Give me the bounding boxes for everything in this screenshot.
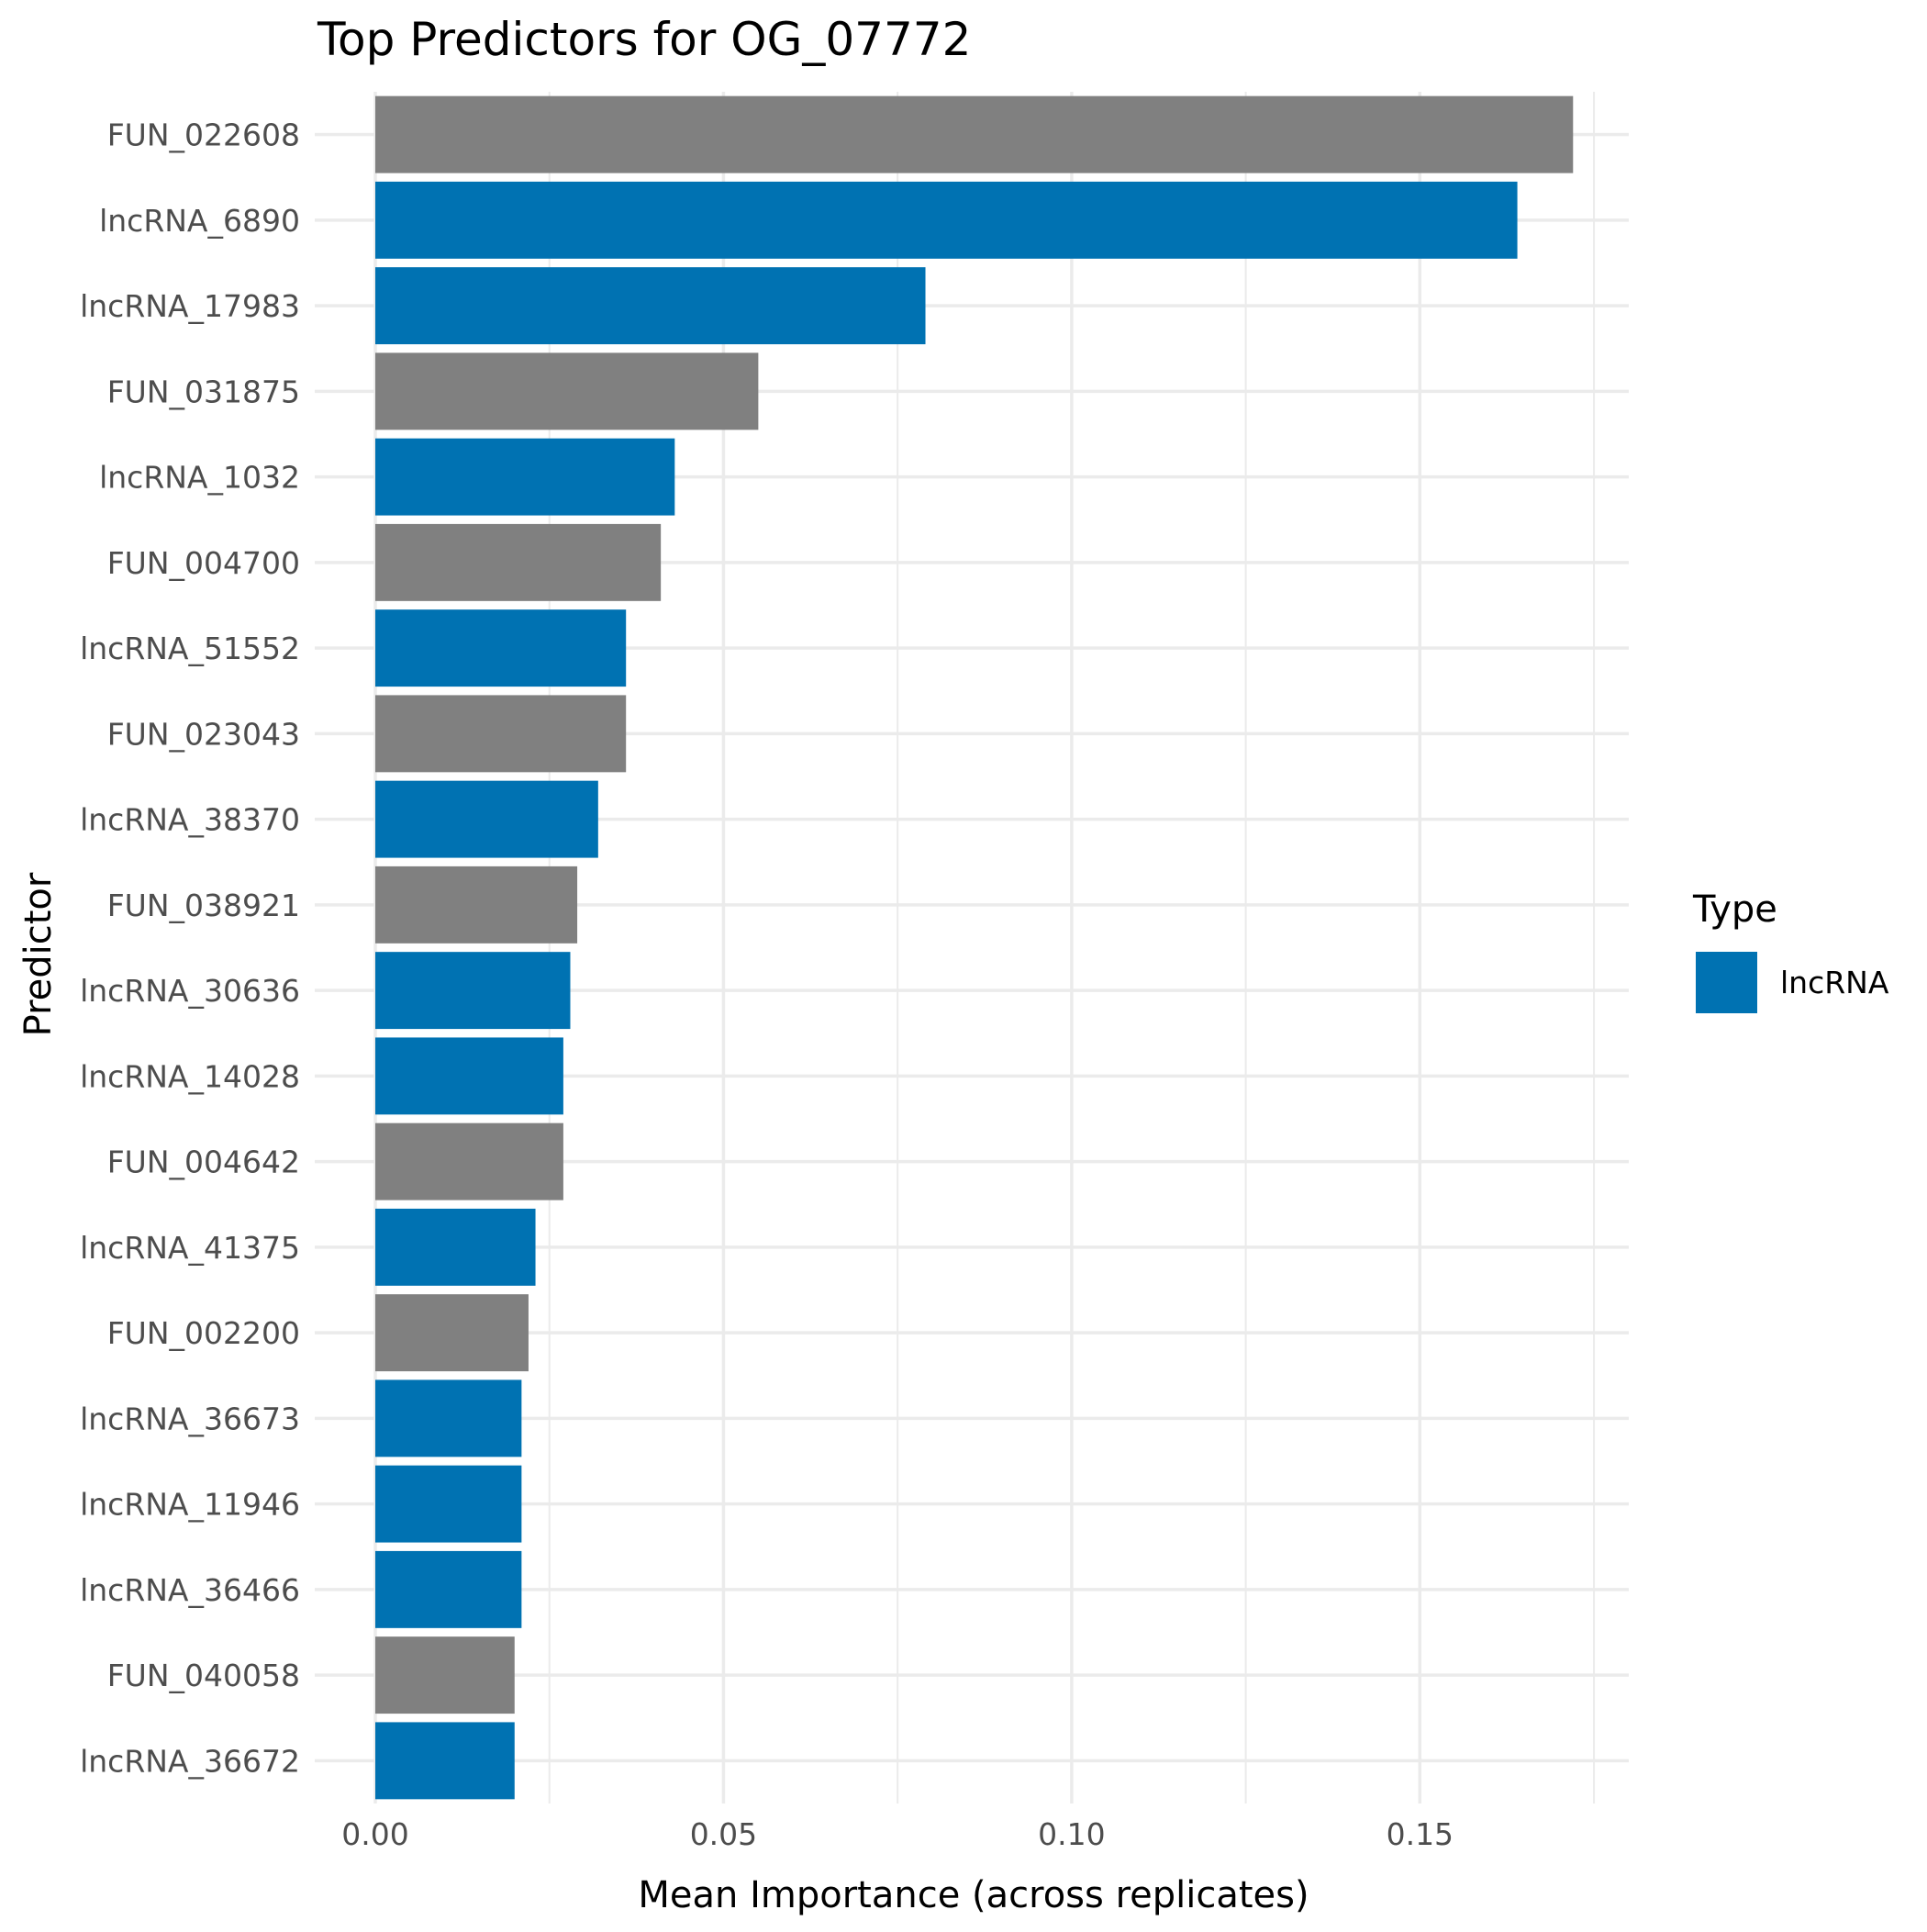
x-tick-label: 0.00 [341, 1816, 408, 1852]
x-tick-label: 0.15 [1387, 1816, 1454, 1852]
x-axis-title: Mean Importance (across replicates) [638, 1874, 1309, 1916]
bar-lncrna-17983 [375, 267, 926, 345]
grid-layer [315, 92, 1629, 1804]
legend: Type lncRNA [1692, 888, 1889, 1013]
y-tick-label: lncRNA_30636 [80, 973, 300, 1009]
y-tick-label: FUN_004642 [107, 1145, 300, 1180]
legend-label-lncrna: lncRNA [1780, 965, 1889, 1000]
bar-fun-022608 [375, 95, 1574, 173]
bar-fun-002200 [375, 1294, 529, 1372]
y-tick-labels: FUN_022608 lncRNA_6890 lncRNA_17983 FUN_031… [80, 117, 300, 1780]
bar-fun-023043 [375, 695, 627, 773]
chart-title: Top Predictors for OG_07772 [317, 13, 971, 66]
x-tick-labels: 0.00 0.05 0.10 0.15 [341, 1816, 1454, 1852]
bar-lncrna-36673 [375, 1379, 522, 1457]
bar-fun-004700 [375, 523, 662, 601]
y-tick-label: lncRNA_36672 [80, 1743, 300, 1779]
bar-lncrna-36466 [375, 1550, 522, 1628]
y-tick-label: lncRNA_36673 [80, 1401, 300, 1436]
y-axis-title: Predictor [17, 872, 60, 1036]
y-tick-label: lncRNA_11946 [80, 1487, 300, 1523]
y-tick-label: lncRNA_17983 [80, 288, 300, 324]
y-tick-label: FUN_031875 [107, 374, 300, 409]
bar-fun-031875 [375, 352, 759, 430]
bar-lncrna-41375 [375, 1208, 536, 1286]
bar-lncrna-1032 [375, 438, 675, 516]
y-tick-label: FUN_022608 [107, 117, 300, 153]
y-tick-label: lncRNA_41375 [80, 1230, 300, 1266]
bar-lncrna-51552 [375, 609, 627, 687]
bar-fun-038921 [375, 865, 578, 944]
y-tick-label: FUN_038921 [107, 888, 300, 923]
legend-title: Type [1692, 888, 1777, 931]
y-tick-label: lncRNA_6890 [99, 203, 300, 239]
x-tick-label: 0.10 [1038, 1816, 1105, 1852]
y-tick-label: lncRNA_51552 [80, 631, 300, 666]
y-tick-label: FUN_004700 [107, 545, 300, 581]
y-tick-label: lncRNA_1032 [99, 460, 300, 496]
bar-lncrna-38370 [375, 780, 598, 858]
bar-lncrna-14028 [375, 1037, 563, 1115]
bar-fun-004642 [375, 1122, 563, 1201]
y-tick-label: FUN_040058 [107, 1658, 300, 1693]
bar-lncrna-30636 [375, 952, 571, 1030]
y-tick-label: lncRNA_38370 [80, 802, 300, 838]
y-tick-label: lncRNA_14028 [80, 1058, 300, 1094]
y-tick-label: FUN_023043 [107, 716, 300, 752]
bar-lncrna-6890 [375, 181, 1518, 259]
x-tick-label: 0.05 [690, 1816, 757, 1852]
bar-layer [375, 95, 1574, 1800]
y-tick-label: lncRNA_36466 [80, 1572, 300, 1608]
bar-lncrna-11946 [375, 1465, 522, 1543]
bar-fun-040058 [375, 1636, 515, 1714]
legend-swatch-lncrna [1696, 952, 1757, 1013]
bar-lncrna-36672 [375, 1722, 515, 1800]
y-tick-label: FUN_002200 [107, 1315, 300, 1351]
